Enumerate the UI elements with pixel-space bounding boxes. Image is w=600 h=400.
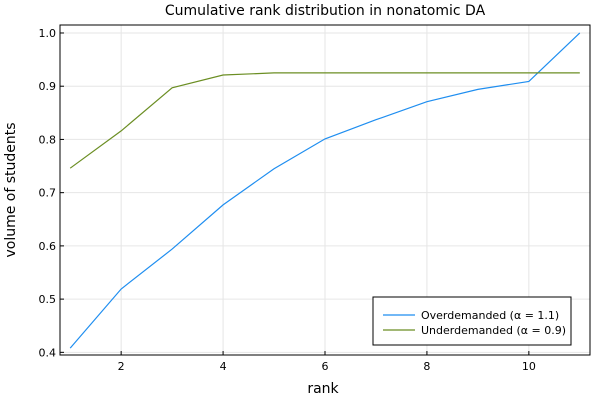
y-tick-label: 0.6 <box>39 240 57 253</box>
y-tick-label: 0.5 <box>39 293 57 306</box>
legend-label-overdemanded: Overdemanded (α = 1.1) <box>421 309 559 322</box>
x-axis-label: rank <box>307 381 339 397</box>
y-tick-label: 0.9 <box>39 80 57 93</box>
x-tick-label: 8 <box>423 360 430 373</box>
legend-box <box>372 296 572 346</box>
y-tick-label: 0.8 <box>39 133 57 146</box>
legend-label-underdemanded: Underdemanded (α = 0.9) <box>421 324 566 337</box>
x-tick-label: 6 <box>322 360 329 373</box>
y-tick-label: 1.0 <box>39 27 57 40</box>
series-lines <box>69 32 581 349</box>
x-tick-label: 10 <box>522 360 536 373</box>
legend: Overdemanded (α = 1.1) Underdemanded (α … <box>372 296 572 346</box>
axis-ticks: 2 4 6 8 10 0.4 0.5 0.6 0.7 0.8 0.9 1.0 <box>39 27 536 373</box>
x-tick-label: 2 <box>118 360 125 373</box>
chart-title: Cumulative rank distribution in nonatomi… <box>165 3 486 19</box>
y-axis-label: volume of students <box>3 122 19 257</box>
y-tick-label: 0.4 <box>39 346 57 359</box>
x-tick-label: 4 <box>220 360 227 373</box>
series-line-overdemanded <box>69 32 581 349</box>
series-line-underdemanded <box>69 72 580 169</box>
y-tick-label: 0.7 <box>39 187 57 200</box>
